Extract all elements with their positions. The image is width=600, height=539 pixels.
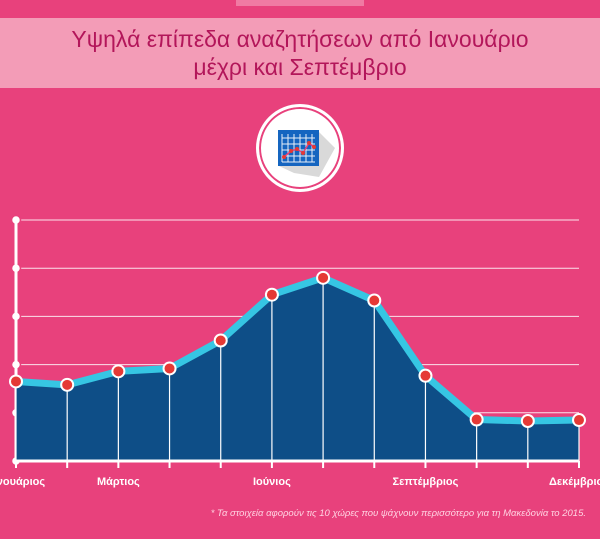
x-tick-label: Ιούνιος <box>253 476 291 488</box>
data-point <box>113 366 124 377</box>
search-trend-chart: Ιανουάριος Μάρτιος Ιούνιος Σεπτέμβριος Δεκέμ… <box>0 214 600 488</box>
title-line-2: μέχρι και Σεπτέμβριο <box>193 54 407 80</box>
data-point <box>471 414 482 425</box>
data-point <box>318 272 329 283</box>
title-line-1: Υψηλά επίπεδα αναζητήσεων από Ιανουάριο <box>71 26 529 52</box>
x-tick-label: Ιανουάριος <box>0 476 45 488</box>
footnote: * Τα στοιχεία αφορούν τις 10 χώρες που ψ… <box>210 508 586 519</box>
data-point <box>420 370 431 381</box>
data-point <box>62 379 73 390</box>
x-tick-label: Σεπτέμβριος <box>393 476 459 488</box>
data-point <box>266 289 277 300</box>
x-tick-label: Δεκέμβριος <box>549 476 600 488</box>
series-area <box>16 277 579 461</box>
x-tick-label: Μάρτιος <box>97 476 140 488</box>
data-point <box>164 363 175 374</box>
data-point <box>369 295 380 306</box>
data-point <box>215 335 226 346</box>
title-band: Υψηλά επίπεδα αναζητήσεων από Ιανουάριο … <box>0 18 600 88</box>
line-chart-icon <box>278 130 335 177</box>
icon-badge <box>256 104 344 192</box>
top-accent-bar <box>236 0 364 6</box>
data-point <box>522 415 533 426</box>
data-point <box>574 415 584 426</box>
data-point <box>11 376 21 387</box>
series-line <box>12 274 583 425</box>
